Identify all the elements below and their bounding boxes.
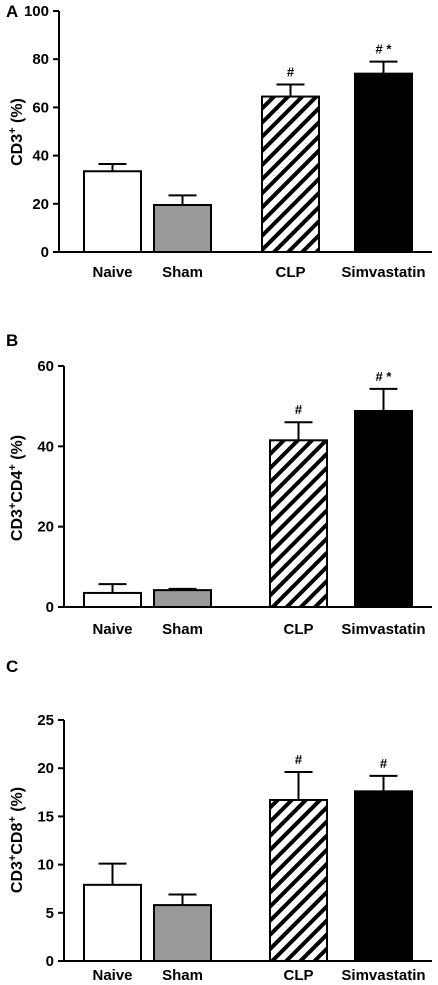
panel-c-letter: C (6, 657, 19, 676)
panel-c-bar-clp (269, 799, 328, 963)
panel-a-category-label: Sham (162, 264, 203, 281)
panel-b-chart: 0 20 40 60 Naive Sham CLP # Simvastatin # * CD3+CD… (7, 358, 432, 638)
panel-c-y-tick-label: 15 (37, 808, 54, 825)
panel-a-chart: 0 20 40 60 80 100 Naive Sham CLP # Simvastatin # * C… (7, 3, 432, 281)
panel-a-y-tick-label: 0 (41, 244, 49, 261)
panel-c-category-label: Naive (92, 967, 132, 984)
panel-c-bar-simvastatin (354, 790, 413, 962)
panel-b-category-label: Simvastatin (341, 621, 425, 638)
panel-a-significance-mark: # (287, 65, 295, 80)
panel-c-y-tick-label: 5 (46, 905, 54, 922)
panel-b-significance-mark: # (295, 402, 303, 417)
panel-a-y-tick-label: 20 (32, 196, 49, 213)
panel-c-significance-mark: # (295, 752, 303, 767)
panel-c-category-label: CLP (284, 967, 314, 984)
panel-c-category-label: Sham (162, 967, 203, 984)
panel-a-letter: A (6, 2, 19, 21)
panel-b-category-label: Sham (162, 621, 203, 638)
panel-b-category-label: Naive (92, 621, 132, 638)
panel-b-y-tick-label: 40 (37, 438, 54, 455)
panel-b-significance-mark: # * (376, 369, 393, 384)
panel-c-category-label: Simvastatin (341, 967, 425, 984)
panel-c-y-axis-label: CD3+CD8+ (%) (7, 787, 26, 893)
panel-a-y-tick-label: 100 (24, 3, 49, 20)
panel-b-y-tick-label: 0 (46, 599, 54, 616)
panel-b-category-label: CLP (284, 621, 314, 638)
panel-a-bar-clp (261, 95, 320, 254)
panel-c-y-tick-label: 10 (37, 857, 54, 874)
panel-b-bar-sham (153, 589, 212, 609)
panel-c-y-tick-label: 0 (46, 953, 54, 970)
panel-a-significance-mark: # * (376, 42, 393, 57)
panel-a-bar-sham (153, 204, 212, 254)
panel-b-y-tick-label: 20 (37, 519, 54, 536)
panel-c-bar-naive (83, 883, 142, 962)
panel-b-bar-naive (83, 591, 142, 608)
panel-c-bar-sham (153, 904, 212, 963)
panel-c-y-tick-label: 20 (37, 760, 54, 777)
panel-b-y-tick-label: 60 (37, 358, 54, 375)
panel-a-y-tick-label: 40 (32, 148, 49, 165)
panel-a-y-axis-label: CD3+ (%) (7, 98, 26, 166)
panel-a-y-tick-label: 80 (32, 51, 49, 68)
panel-c-significance-mark: # (380, 756, 388, 771)
panel-a-bar-simvastatin (354, 72, 413, 253)
panel-b-bar-clp (269, 439, 328, 608)
panel-a-category-label: Naive (92, 264, 132, 281)
panel-a-category-label: CLP (276, 264, 306, 281)
panel-a-y-tick-label: 60 (32, 99, 49, 116)
panel-b-y-axis-label: CD3+CD4+ (%) (7, 435, 26, 541)
panel-a-category-label: Simvastatin (341, 264, 425, 281)
panel-b-bar-simvastatin (354, 409, 413, 608)
panel-a-bar-naive (83, 170, 142, 253)
panel-c-y-tick-label: 25 (37, 712, 54, 729)
panel-c-chart: 0 5 10 15 20 25 Naive Sham CLP # Simvastatin # CD3+C… (7, 712, 432, 984)
panel-b-letter: B (6, 331, 19, 350)
